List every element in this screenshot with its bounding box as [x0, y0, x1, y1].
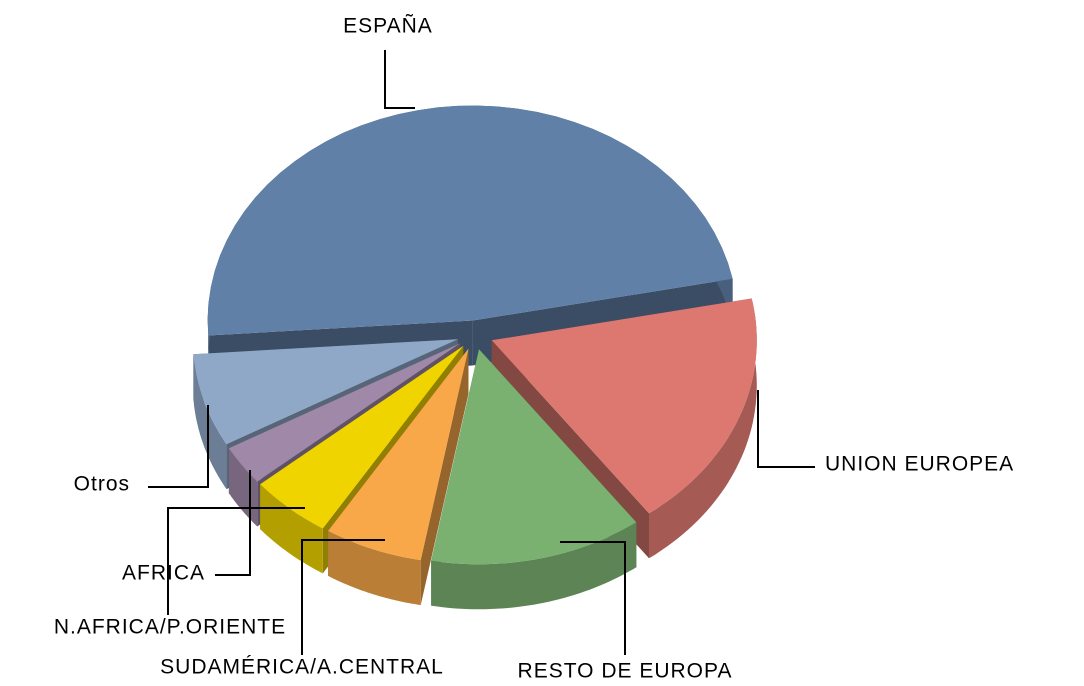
leader-line [301, 539, 385, 655]
slice-wall [260, 484, 323, 574]
leader-line [560, 541, 626, 655]
pie [193, 105, 757, 610]
slice-top [328, 348, 469, 561]
slice-top [260, 346, 464, 529]
leader-line [148, 405, 209, 488]
slice-top [431, 349, 637, 565]
slice-label: SUDAMÉRICA/A.CENTRAL [160, 656, 444, 679]
leader-line [757, 390, 815, 468]
slice-wall [649, 298, 757, 559]
slice-top [193, 339, 458, 445]
slice [328, 348, 469, 606]
slice-top [491, 298, 757, 514]
slice-top [207, 105, 733, 336]
slice-wall [193, 354, 227, 490]
leader-line [167, 507, 305, 615]
slice-wall [431, 522, 637, 610]
slice-side [420, 348, 469, 606]
slice-label: AFRICA [122, 562, 205, 585]
slice-wall [328, 530, 421, 606]
leader-line [215, 470, 251, 576]
slice-label: N.AFRICA/P.ORIENTE [54, 616, 286, 639]
slice-label: RESTO DE EUROPA [518, 660, 733, 683]
slice [431, 349, 637, 610]
slice-label: UNION EUROPEA [825, 453, 1014, 476]
slice-top [228, 343, 461, 482]
slice-label: ESPAÑA [343, 14, 433, 38]
leader-line [384, 50, 415, 109]
slice-label: Otros [74, 473, 130, 496]
